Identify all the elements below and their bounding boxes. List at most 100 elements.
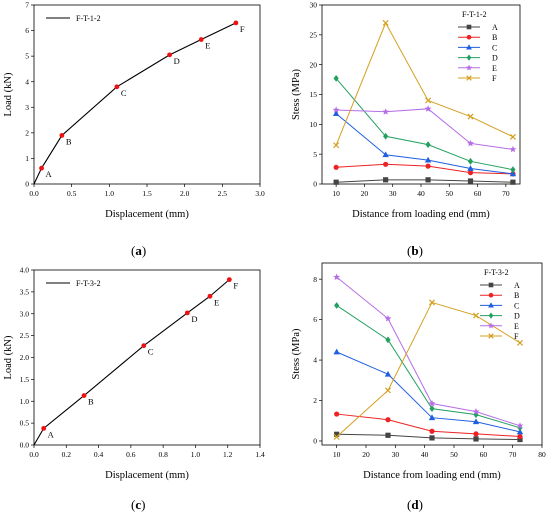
series-F [333,19,516,149]
plot-frame [321,4,521,185]
y-tick-label: 6 [313,315,317,324]
y-tick-label: 20 [310,60,318,69]
data-point [383,161,389,167]
y-tick-label: 0.0 [20,441,30,450]
data-point [473,436,479,442]
y-tick-label: 3 [25,103,29,112]
legend-label: C [492,43,497,52]
x-tick-label: 0.2 [62,450,72,459]
data-point [385,432,391,438]
series-line [336,108,513,150]
legend-item: B [458,33,497,42]
x-tick-label: 2.0 [180,189,190,198]
data-point [382,108,390,115]
data-point [332,106,340,113]
chart-a: 0.0 0.5 1.0 1.5 2.0 2.5 3.0 0 1 2 3 4 5 6 7 Displacemen… [3,1,265,220]
legend-marker [488,302,494,308]
data-point [334,431,340,437]
point-marker [141,343,147,349]
data-point [516,428,524,435]
x-axis-label: Displacement (mm) [105,470,189,481]
legend-item: A [458,23,498,32]
data-point [428,399,436,407]
series-A [334,431,523,443]
legend-item: E [458,64,497,73]
chart-b: 10 20 30 40 50 60 70 0 5 10 15 20 25 30 Distance from … [291,1,521,220]
data-point [467,113,474,120]
legend-marker [466,75,472,81]
point-label: D [174,56,180,66]
point-marker [81,393,87,398]
data-point [384,370,392,377]
x-tick-label: 0.4 [94,450,104,459]
panel-label-b: (b) [407,243,423,258]
data-point [517,433,523,440]
legend-marker [466,44,472,50]
data-point [467,178,474,184]
data-point [424,156,432,163]
data-point [509,133,516,140]
legend-item: C [480,301,519,310]
y-tick-label: 4 [313,356,317,365]
data-point [333,433,340,440]
x-tick-label: 1.0 [191,450,201,459]
x-tick-label: 0.0 [29,189,39,198]
data-point [517,436,523,443]
y-tick-label: 30 [310,1,318,10]
y-axis-label: Load (kN) [3,72,14,117]
x-tick-label: 70 [509,450,517,459]
series-F [333,299,524,440]
legend-marker [488,312,494,319]
plot-frame [33,269,261,446]
legend-marker [466,54,472,61]
data-point [424,105,432,112]
series-E [333,273,524,429]
data-point [509,145,517,153]
legend-marker [488,333,494,339]
y-tick-label: 5 [313,150,317,159]
data-point [428,299,436,306]
series-A [333,177,516,185]
point-label: C [148,347,154,357]
data-point [383,132,389,140]
legend-label: B [492,33,497,42]
plot-frame [321,262,543,446]
y-axis-label: Stess (MPa) [291,328,302,380]
x-tick-label: 0.5 [67,189,77,198]
x-tick-label: 0.8 [158,450,168,459]
x-tick-label: 0.6 [126,450,136,459]
x-tick-label: 40 [417,189,425,198]
series-line [335,21,514,146]
y-tick-label: 10 [310,120,318,129]
data-point [472,312,480,319]
x-tick-label: 20 [361,189,369,198]
data-point [509,170,517,177]
y-axis-label: Stess (MPa) [291,68,302,120]
x-tick-label: 70 [502,189,510,198]
legend-label: F-T-1-2 [76,14,101,23]
y-tick-label: 25 [310,30,318,39]
series-C [333,348,524,435]
legend-label: E [492,64,497,73]
x-tick-label: 40 [421,450,429,459]
chart-c: 0.0 0.2 0.4 0.6 0.8 1.0 1.2 1.4 0.0 0.5 1.0 1.5 2.0 2… [3,266,265,481]
panel-label-a: (a) [131,243,147,258]
series-E [332,105,517,153]
legend-item: D [458,54,498,63]
legend-title: F-T-3-2 [484,268,509,277]
data-point [472,408,480,415]
data-point [429,428,435,434]
x-tick-label: 3.0 [255,189,265,198]
x-axis-label: Displacement (mm) [105,209,189,220]
y-tick-label: 3.0 [20,309,30,318]
data-point [385,336,391,344]
x-tick-label: 2.5 [218,189,228,198]
data-point [467,139,474,147]
data-point [473,431,479,437]
series-B [333,161,516,177]
point-label: C [121,88,127,98]
point-label: B [66,136,72,146]
y-tick-label: 2.0 [20,353,30,362]
y-tick-label: 0.5 [20,419,30,428]
legend-marker [466,24,472,30]
